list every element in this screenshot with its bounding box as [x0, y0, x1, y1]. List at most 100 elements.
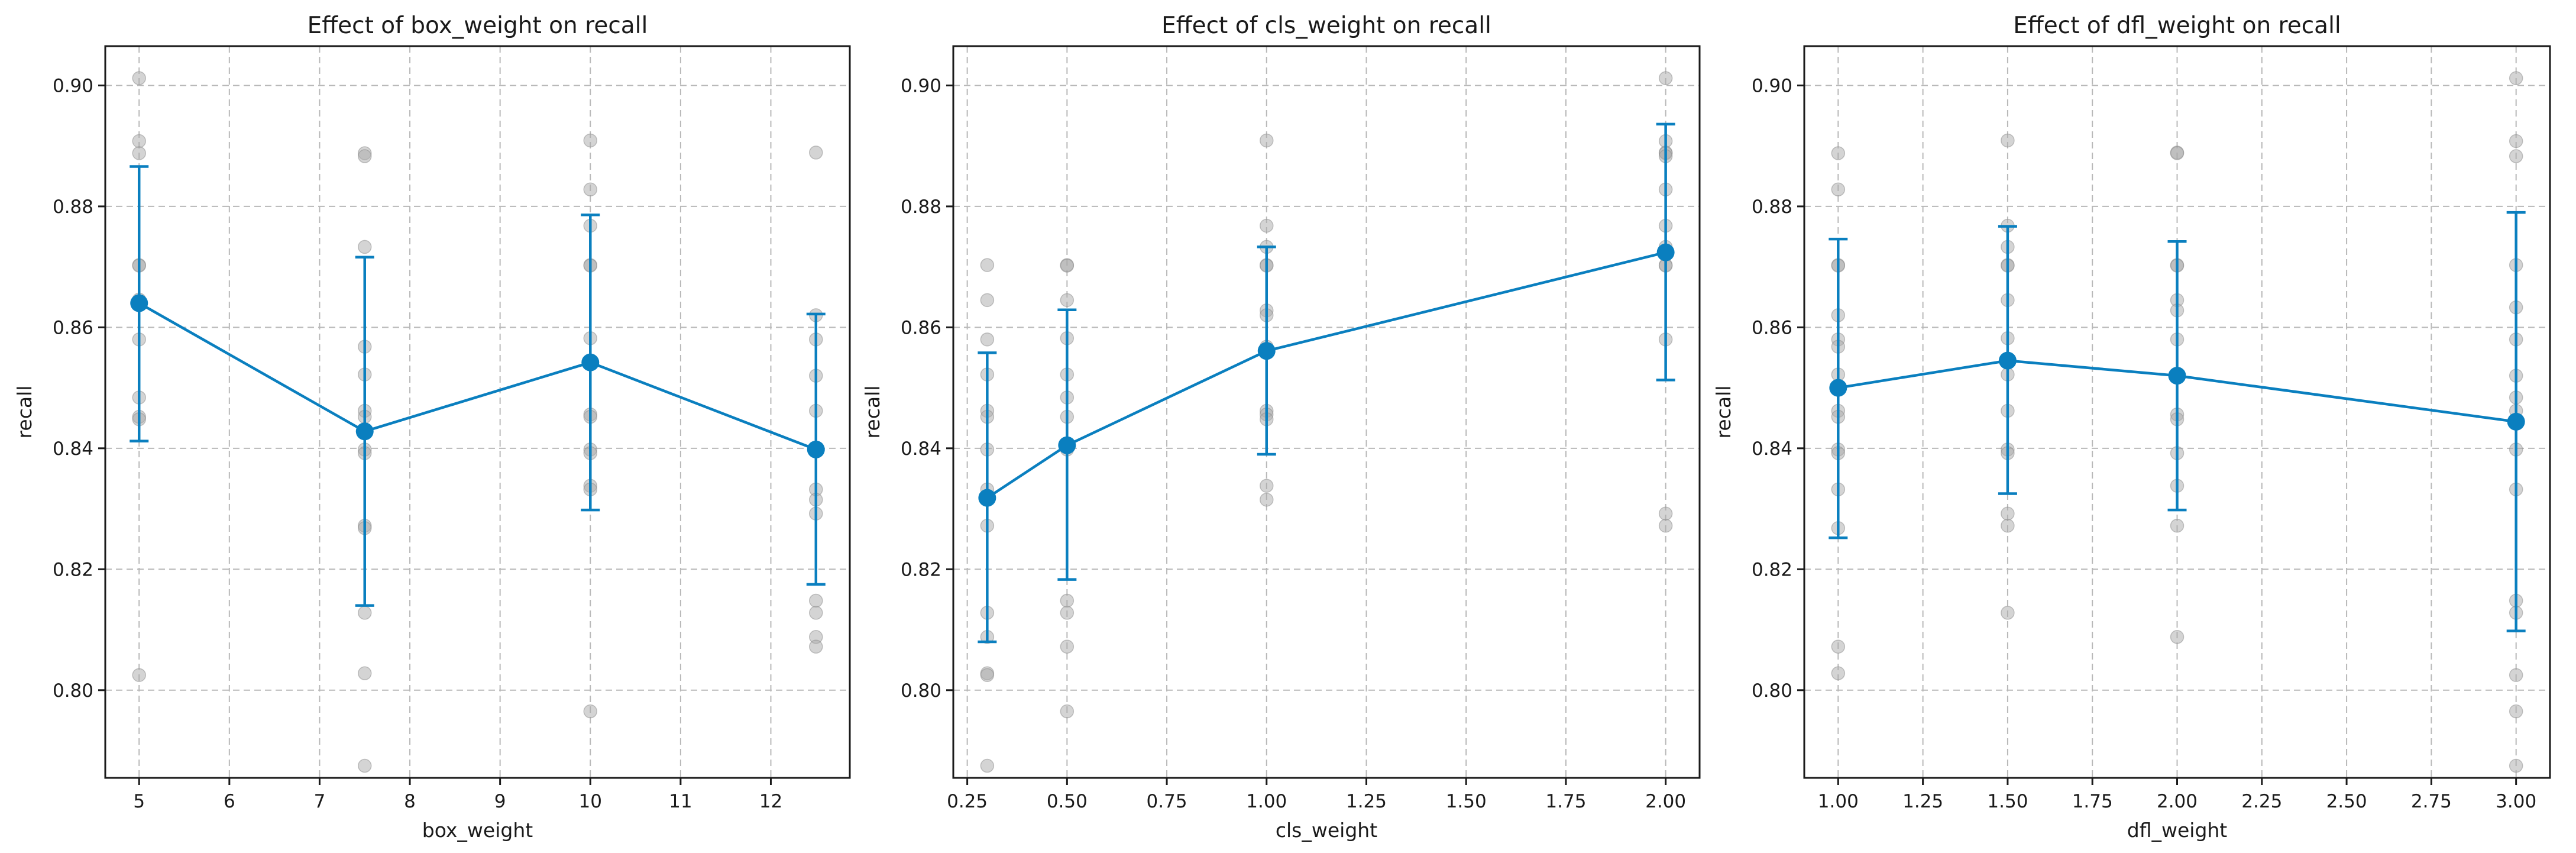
y-axis-label: recall — [861, 386, 884, 439]
run-point — [2509, 149, 2523, 163]
mean-point — [355, 422, 374, 441]
run-point — [980, 258, 995, 272]
run-point — [1060, 606, 1075, 620]
run-point — [809, 593, 823, 608]
run-point — [2509, 758, 2523, 773]
subplot-3: 0.80 0.82 0.84 0.86 0.88 0.90 1.00 1.25 1.50 1.75… — [1712, 12, 2551, 842]
run-point — [1060, 259, 1075, 273]
run-point — [1260, 479, 1274, 493]
y-tick-label: 0.82 — [1752, 559, 1792, 580]
x-tick-label: 1.75 — [2072, 791, 2113, 812]
mean-line — [986, 251, 1666, 499]
y-tick-label: 0.82 — [53, 559, 93, 580]
run-point — [1060, 639, 1075, 654]
run-point — [1260, 133, 1274, 148]
mean-point — [2168, 367, 2186, 385]
axes-frame — [104, 45, 851, 779]
x-axis-label: cls_weight — [1276, 819, 1377, 842]
run-point — [583, 182, 598, 197]
run-point — [2509, 71, 2523, 85]
mean-point — [581, 353, 600, 371]
x-tick-label: 0.75 — [1147, 791, 1187, 812]
x-tick-label: 9 — [494, 791, 506, 812]
mean-point — [1058, 436, 1076, 454]
y-tick-label: 0.88 — [53, 196, 93, 218]
run-point — [1060, 293, 1075, 308]
x-tick-label: 2.25 — [2241, 791, 2282, 812]
run-point — [980, 293, 995, 308]
run-point — [583, 133, 598, 148]
run-point — [2001, 506, 2015, 521]
mean-point — [2507, 412, 2525, 431]
y-tick-label: 0.86 — [901, 317, 941, 338]
run-point — [1658, 518, 1673, 533]
run-point — [132, 134, 146, 148]
mean-point — [807, 440, 825, 458]
x-tick-label: 1.00 — [1818, 791, 1859, 812]
x-tick-label: 1.50 — [1446, 791, 1487, 812]
mean-point — [1257, 342, 1276, 360]
run-point — [809, 606, 823, 620]
x-tick-label: 1.25 — [1902, 791, 1943, 812]
run-point — [132, 668, 146, 682]
subplot-1: 0.80 0.82 0.84 0.86 0.88 0.90 5 6 7 8 9 10 11 12 Effec… — [13, 12, 851, 842]
run-point — [2001, 606, 2015, 620]
run-point — [809, 639, 823, 654]
y-tick-label: 0.80 — [901, 680, 941, 702]
y-axis-label: recall — [1712, 386, 1735, 439]
chart-title: Effect of box_weight on recall — [308, 12, 648, 39]
mean-point — [1656, 243, 1675, 261]
x-tick-label: 2.00 — [2157, 791, 2198, 812]
run-point — [809, 146, 823, 160]
y-tick-label: 0.80 — [53, 680, 93, 702]
x-tick-label: 0.25 — [947, 791, 988, 812]
run-point — [1260, 492, 1274, 507]
y-tick-label: 0.84 — [53, 438, 93, 460]
run-point — [357, 149, 372, 163]
y-tick-label: 0.86 — [53, 317, 93, 338]
mean-line — [1837, 359, 2516, 424]
y-tick-label: 0.90 — [1752, 75, 1792, 96]
x-tick-label: 12 — [759, 791, 782, 812]
x-tick-label: 5 — [133, 791, 145, 812]
x-tick-label: 2.75 — [2411, 791, 2452, 812]
chart-title: Effect of dfl_weight on recall — [2013, 12, 2341, 39]
y-tick-label: 0.88 — [901, 196, 941, 218]
x-tick-label: 2.00 — [1645, 791, 1686, 812]
mean-line — [138, 302, 817, 451]
x-tick-label: 1.25 — [1346, 791, 1387, 812]
x-tick-label: 10 — [579, 791, 602, 812]
run-point — [2170, 630, 2185, 644]
run-point — [2001, 518, 2015, 533]
run-point — [357, 666, 372, 680]
axes-frame — [1803, 45, 2551, 779]
x-tick-label: 1.50 — [1987, 791, 2028, 812]
y-tick-label: 0.80 — [1752, 680, 1792, 702]
x-tick-label: 7 — [314, 791, 326, 812]
y-axis-label: recall — [13, 386, 36, 439]
run-point — [1831, 666, 1846, 680]
run-point — [583, 704, 598, 719]
subplot-2: 0.80 0.82 0.84 0.86 0.88 0.90 0.25 0.50 0.75 1.00… — [861, 12, 1701, 842]
run-point — [980, 758, 995, 773]
mean-point — [978, 489, 996, 507]
run-point — [1831, 146, 1846, 160]
run-point — [980, 668, 995, 682]
run-point — [1060, 704, 1075, 719]
axes-frame — [952, 45, 1701, 779]
run-point — [1831, 639, 1846, 654]
chart-title: Effect of cls_weight on recall — [1161, 12, 1491, 39]
y-tick-label: 0.88 — [1752, 196, 1792, 218]
run-point — [132, 71, 146, 85]
run-point — [2509, 668, 2523, 682]
y-tick-label: 0.84 — [901, 438, 941, 460]
run-point — [1060, 593, 1075, 608]
x-tick-label: 2.50 — [2326, 791, 2367, 812]
mean-point — [1829, 379, 1847, 397]
y-tick-label: 0.86 — [1752, 317, 1792, 338]
x-tick-label: 1.75 — [1545, 791, 1586, 812]
run-point — [357, 240, 372, 254]
y-tick-label: 0.82 — [901, 559, 941, 580]
run-point — [980, 332, 995, 347]
